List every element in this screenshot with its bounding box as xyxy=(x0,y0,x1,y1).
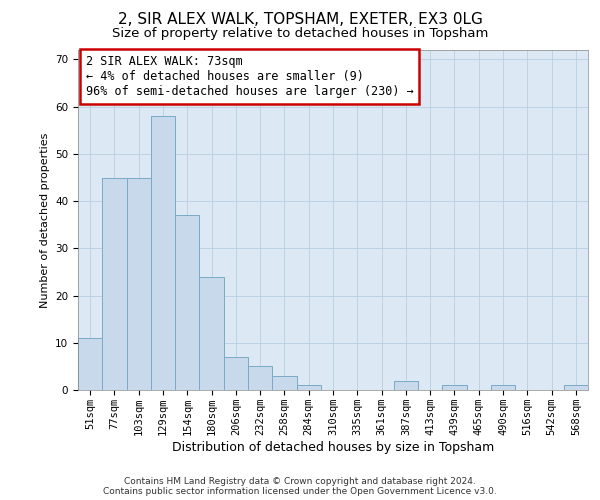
Bar xyxy=(199,276,224,390)
Bar xyxy=(564,386,588,390)
Bar xyxy=(442,386,467,390)
Bar xyxy=(491,386,515,390)
Bar xyxy=(248,366,272,390)
Bar xyxy=(272,376,296,390)
Bar xyxy=(175,216,199,390)
Bar xyxy=(127,178,151,390)
Text: Contains HM Land Registry data © Crown copyright and database right 2024.
Contai: Contains HM Land Registry data © Crown c… xyxy=(103,476,497,496)
Bar xyxy=(394,380,418,390)
Bar xyxy=(224,357,248,390)
X-axis label: Distribution of detached houses by size in Topsham: Distribution of detached houses by size … xyxy=(172,440,494,454)
Bar xyxy=(296,386,321,390)
Text: 2, SIR ALEX WALK, TOPSHAM, EXETER, EX3 0LG: 2, SIR ALEX WALK, TOPSHAM, EXETER, EX3 0… xyxy=(118,12,482,28)
Y-axis label: Number of detached properties: Number of detached properties xyxy=(40,132,50,308)
Text: Size of property relative to detached houses in Topsham: Size of property relative to detached ho… xyxy=(112,28,488,40)
Bar xyxy=(102,178,127,390)
Bar xyxy=(151,116,175,390)
Text: 2 SIR ALEX WALK: 73sqm
← 4% of detached houses are smaller (9)
96% of semi-detac: 2 SIR ALEX WALK: 73sqm ← 4% of detached … xyxy=(86,55,413,98)
Bar xyxy=(78,338,102,390)
